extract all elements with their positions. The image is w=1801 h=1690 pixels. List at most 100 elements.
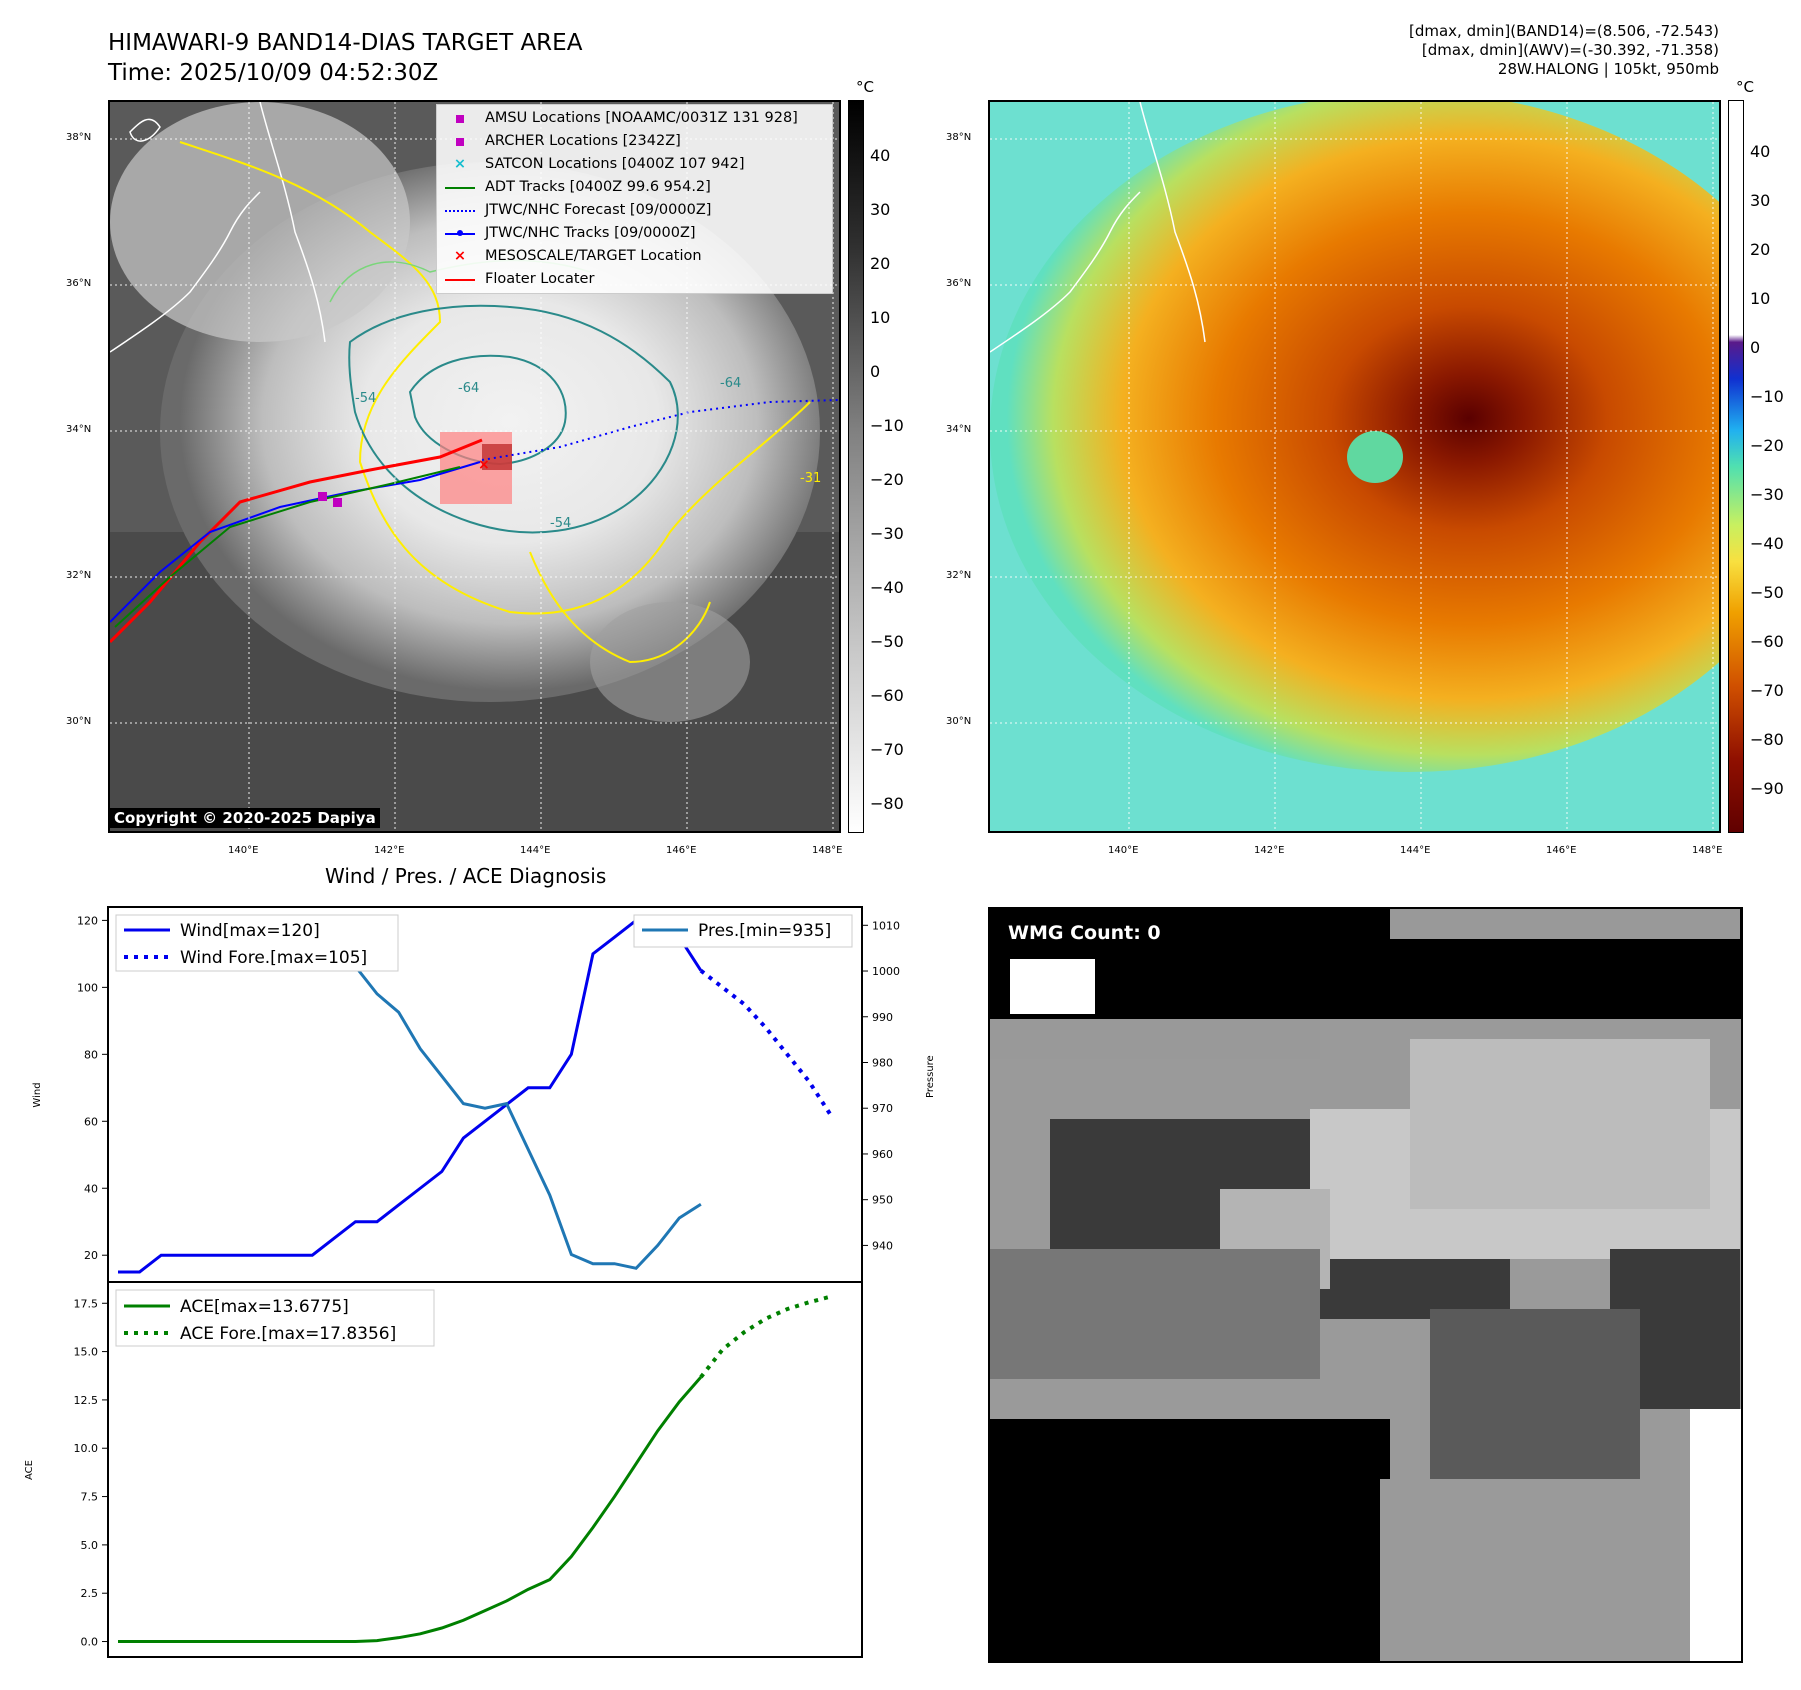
legend-ace-fore: ACE Fore.[max=17.8356]: [180, 1324, 396, 1344]
legend-item-satcon: × SATCON Locations [0400Z 107 942]: [453, 156, 745, 172]
wmg-white-edge: [1690, 1409, 1741, 1661]
contour-label-4: -54: [550, 516, 571, 531]
lon-label-140: 140°E: [228, 845, 259, 856]
wmg-canvas: [990, 909, 1741, 1661]
legend-item-amsu: AMSU Locations [NOAAMC/0031Z 131 928]: [443, 107, 826, 130]
diagnosis-title: Wind / Pres. / ACE Diagnosis: [325, 864, 607, 888]
page-title: HIMAWARI-9 BAND14-DIAS TARGET AREA Time:…: [108, 28, 582, 88]
legend-wind: Wind[max=120]: [180, 921, 320, 941]
color-colorbar-tick-8: −40: [1750, 534, 1784, 553]
color-map-canvas: [990, 102, 1719, 831]
ir-grayscale-map: × -64 -64 -54 -54 -31 AMSU Locations [NO…: [108, 100, 841, 833]
color-lat-label-32: 32°N: [946, 570, 972, 581]
legend-item-jtwc-tracks: JTWC/NHC Tracks [09/0000Z]: [443, 222, 826, 245]
color-colorbar-tick-10: −60: [1750, 632, 1784, 651]
adt-track: [114, 466, 461, 628]
grayscale-colorbar-tick-11: −70: [870, 740, 904, 759]
ace-axes: [107, 1281, 863, 1658]
color-colorbar-tick-9: −50: [1750, 583, 1784, 602]
pressure-tick-2: 990: [872, 1011, 893, 1024]
grayscale-colorbar-tick-7: −30: [870, 524, 904, 543]
lon-label-142: 142°E: [374, 845, 405, 856]
legend-item-adt: ADT Tracks [0400Z 99.6 954.2]: [443, 176, 826, 199]
contour-teal: [348, 304, 679, 534]
pressure-legend: Pres.[min=935]: [633, 914, 853, 948]
ace-tick-0: 17.5: [74, 1297, 99, 1310]
wmg-dark-bottom: [990, 1419, 1390, 1661]
color-colorbar-tick-4: 0: [1750, 338, 1761, 357]
grayscale-colorbar-tick-5: −10: [870, 416, 904, 435]
floater-track: [110, 438, 483, 644]
color-graticule: [990, 102, 1719, 831]
wind-tick-1: 100: [77, 981, 98, 994]
ace-tick-5: 5.0: [81, 1539, 99, 1552]
wmg-block-8: [990, 1249, 1320, 1379]
color-lon-label-146: 146°E: [1546, 845, 1577, 856]
ace-tick-1: 15.0: [74, 1346, 99, 1359]
legend-item-jtwc-forecast: JTWC/NHC Forecast [09/0000Z]: [443, 199, 826, 222]
color-colorbar: [1728, 100, 1744, 833]
pressure-tick-3: 980: [872, 1056, 893, 1069]
grayscale-colorbar-tick-8: −40: [870, 578, 904, 597]
pressure-tick-6: 950: [872, 1194, 893, 1207]
map-legend: AMSU Locations [NOAAMC/0031Z 131 928] AR…: [436, 104, 833, 294]
grayscale-colorbar-tick-6: −20: [870, 470, 904, 489]
legend-pressure: Pres.[min=935]: [698, 921, 831, 941]
ace-tick-3: 10.0: [74, 1442, 99, 1455]
color-colorbar-tick-12: −80: [1750, 730, 1784, 749]
color-colorbar-tick-5: −10: [1750, 387, 1784, 406]
wind-tick-4: 40: [84, 1182, 98, 1195]
pressure-tick-1: 1000: [872, 965, 900, 978]
wind-tick-3: 60: [84, 1115, 98, 1128]
pressure-tick-4: 970: [872, 1102, 893, 1115]
cloud-band-north: [110, 102, 410, 342]
color-coastline-honshu: [990, 191, 1141, 353]
wmg-white-patch: [1010, 959, 1095, 1014]
title-line-1: HIMAWARI-9 BAND14-DIAS TARGET AREA: [108, 30, 583, 56]
ace-ticks: 17.5 15.0 12.5 10.0 7.5 5.0 2.5 0.0: [74, 1297, 108, 1649]
color-lon-label-144: 144°E: [1400, 845, 1431, 856]
coastline-kanto: [259, 102, 326, 343]
grayscale-colorbar-tick-12: −80: [870, 794, 904, 813]
legend-ace: ACE[max=13.6775]: [180, 1297, 349, 1317]
color-cloud-shield: [990, 102, 1719, 772]
target-marker: ×: [478, 457, 490, 473]
diagnosis-lines: [118, 918, 833, 1644]
lon-label-144: 144°E: [520, 845, 551, 856]
pressure-line: [118, 919, 702, 1270]
ace-tick-6: 2.5: [81, 1587, 99, 1600]
wind-legend: Wind[max=120] Wind Fore.[max=105]: [115, 914, 399, 972]
color-colorbar-tick-2: 20: [1750, 240, 1771, 259]
grayscale-colorbar-tick-9: −50: [870, 632, 904, 651]
pressure-tick-7: 940: [872, 1239, 893, 1252]
cloud-band-south: [590, 602, 750, 722]
amsu-marker: [333, 498, 342, 507]
color-lat-label-30: 30°N: [946, 716, 972, 727]
wind-tick-5: 20: [84, 1249, 98, 1262]
color-lat-label-38: 38°N: [946, 132, 972, 143]
color-lat-label-34: 34°N: [946, 424, 972, 435]
ace-tick-2: 12.5: [74, 1394, 99, 1407]
color-lon-label-142: 142°E: [1254, 845, 1285, 856]
legend-item-floater: Floater Locater: [443, 268, 826, 291]
lon-label-146: 146°E: [666, 845, 697, 856]
contour-label-2: -64: [720, 376, 741, 391]
wind-tick-2: 80: [84, 1048, 98, 1061]
lat-label-38: 38°N: [66, 132, 92, 143]
contour-yellow-band: [529, 551, 711, 664]
ace-line: [118, 1376, 703, 1644]
contour-label-1: -64: [458, 381, 479, 396]
lon-label-148: 148°E: [812, 845, 843, 856]
coastline-sado: [129, 118, 161, 142]
contour-label-5: -31: [800, 471, 821, 486]
color-colorbar-tick-13: −90: [1750, 779, 1784, 798]
info-line-3: 28W.HALONG | 105kt, 950mb: [1497, 60, 1719, 78]
lat-label-32: 32°N: [66, 570, 92, 581]
ace-legend: ACE[max=13.6775] ACE Fore.[max=17.8356]: [115, 1289, 435, 1347]
ace-tick-4: 7.5: [81, 1491, 99, 1504]
grayscale-colorbar-tick-0: 40: [870, 146, 891, 165]
pressure-tick-5: 960: [872, 1148, 893, 1161]
wmg-block-7: [1410, 1039, 1710, 1209]
wind-axis-label: Wind: [32, 1082, 43, 1107]
target-core: [482, 444, 512, 470]
